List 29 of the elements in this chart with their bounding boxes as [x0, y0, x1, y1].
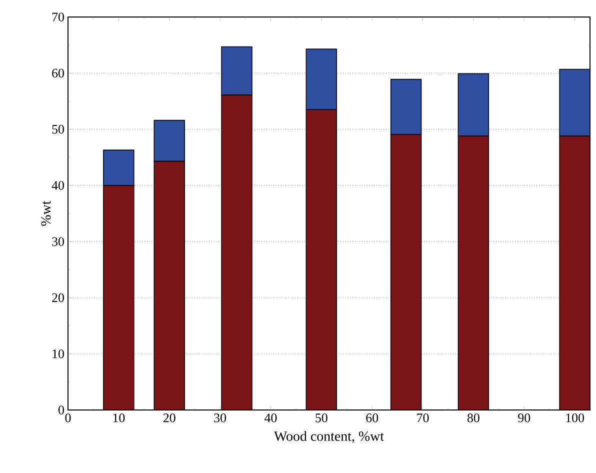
y-tick-label: 50 [52, 124, 64, 134]
bar [306, 109, 338, 410]
x-tick-label: 70 [417, 414, 429, 422]
x-axis-title: Wood content, %wt [274, 431, 384, 443]
bar [154, 120, 185, 162]
y-axis-title: %wt [41, 200, 51, 226]
x-tick-label: 30 [214, 414, 226, 422]
x-tick-label: 90 [518, 414, 530, 422]
y-tick-label: 10 [52, 349, 64, 358]
bar [221, 94, 252, 410]
y-tick-label: 70 [52, 12, 64, 22]
x-tick-label: 100 [566, 414, 584, 422]
y-tick-label: 30 [52, 237, 64, 246]
bar [458, 136, 490, 410]
x-tick-label: 60 [366, 414, 378, 422]
y-tick-label: 60 [52, 68, 64, 78]
x-tick-label: 80 [467, 414, 480, 422]
x-tick-label: 20 [163, 414, 176, 422]
x-tick-label: 50 [316, 414, 328, 422]
y-tick-label: 20 [52, 293, 64, 302]
y-tick-label: 0 [58, 406, 64, 414]
bar [103, 185, 134, 410]
y-tick-label: 40 [52, 181, 64, 190]
x-tick-label: 10 [113, 414, 125, 422]
x-tick-label: 0 [65, 414, 71, 422]
x-tick-label: 40 [264, 414, 277, 422]
bar [390, 134, 422, 410]
bar [154, 160, 185, 410]
bar [559, 136, 590, 410]
